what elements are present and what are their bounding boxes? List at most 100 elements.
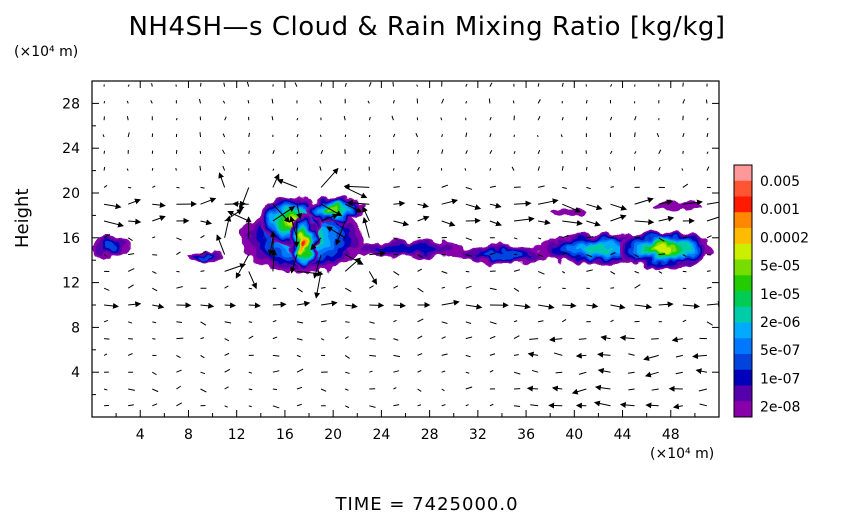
field-blob: [301, 239, 305, 248]
wind-vector: [561, 319, 567, 323]
colorbar-swatch: [734, 385, 752, 402]
wind-vector: [513, 253, 518, 256]
wind-vector: [658, 301, 674, 308]
wind-vector: [672, 403, 683, 410]
wind-vector: [610, 83, 613, 87]
wind-vector: [571, 388, 587, 395]
wind-vector: [175, 84, 177, 87]
wind-vector: [218, 172, 226, 188]
wind-vector: [321, 300, 338, 307]
wind-vector: [513, 200, 532, 207]
wind-vector: [610, 116, 613, 121]
wind-vector: [128, 186, 132, 189]
colorbar-swatch: [734, 165, 752, 182]
colorbar-frame: [733, 164, 753, 418]
wind-vector: [610, 303, 626, 310]
wind-vector: [362, 216, 370, 238]
wind-vector: [549, 336, 563, 343]
wind-vector: [289, 215, 298, 238]
wind-vector: [560, 134, 563, 138]
wind-vector: [127, 353, 133, 356]
wind-vector: [417, 404, 422, 407]
wind-vector: [706, 286, 712, 289]
x-tick-label: 16: [276, 427, 294, 443]
wind-vector: [634, 219, 655, 225]
wind-vector: [440, 117, 443, 121]
colorbar-swatch: [734, 291, 752, 308]
wind-vector: [417, 287, 424, 293]
wind-vector: [127, 132, 130, 138]
wind-vector: [344, 287, 352, 292]
wind-vector: [610, 270, 616, 275]
wind-vector: [489, 287, 497, 291]
wind-vector: [319, 166, 322, 171]
wind-vector: [489, 133, 492, 138]
wind-vector: [290, 254, 298, 274]
wind-vector: [538, 320, 544, 323]
wind-vector: [417, 388, 422, 392]
wind-vector: [267, 237, 274, 256]
wind-vector: [222, 165, 226, 171]
wind-vector: [682, 99, 686, 104]
wind-vector: [706, 133, 709, 138]
field-blob: [583, 245, 614, 253]
wind-vector: [441, 286, 446, 289]
wind-vector: [151, 167, 154, 171]
wind-vector: [224, 352, 230, 356]
wind-vector: [369, 302, 385, 309]
wind-vector: [152, 185, 156, 188]
wind-vector: [393, 285, 399, 289]
wind-vector: [415, 132, 419, 138]
wind-vector: [392, 133, 396, 138]
wind-vector: [537, 270, 545, 275]
wind-vector: [634, 132, 636, 138]
wind-vector: [227, 210, 249, 222]
wind-vector: [200, 337, 205, 340]
wind-vector: [585, 166, 588, 171]
wind-vector: [200, 186, 205, 189]
wind-vector: [393, 319, 397, 323]
wind-vector: [102, 134, 105, 138]
wind-vector: [562, 252, 567, 256]
wind-vector: [238, 187, 250, 212]
colorbar: 0.005 0.001 0.0002 5e-05 1e-05 2e-06 5e-07 1e-0…: [733, 164, 809, 418]
y-axis-unit: (×10⁴ m): [14, 44, 79, 60]
wind-vector: [441, 388, 445, 392]
wind-vector: [706, 301, 719, 307]
colorbar-label: 2e-08: [760, 400, 800, 416]
wind-vector: [417, 268, 423, 272]
wind-vector: [465, 186, 473, 190]
wind-vector: [320, 149, 324, 154]
wind-vector: [272, 388, 278, 391]
wind-vector: [681, 168, 684, 171]
wind-vector: [488, 98, 491, 104]
wind-vector: [176, 385, 181, 390]
wind-vector: [127, 237, 133, 242]
wind-vector: [634, 254, 639, 258]
wind-vector: [127, 284, 134, 289]
wind-vector: [537, 166, 540, 171]
wind-vector: [489, 369, 494, 373]
colorbar-swatch: [734, 338, 752, 355]
wind-vector: [296, 134, 299, 138]
wind-vector: [682, 199, 703, 206]
wind-vector: [538, 198, 559, 205]
wind-vector: [152, 303, 165, 310]
y-tick-label: 8: [71, 320, 80, 336]
colorbar-label: 1e-07: [760, 371, 800, 387]
wind-vector: [391, 115, 394, 121]
wind-vector: [326, 226, 346, 239]
wind-vector: [320, 388, 327, 392]
wind-vector: [248, 132, 250, 138]
wind-vector: [128, 253, 135, 256]
wind-vector: [224, 321, 232, 324]
x-tick-label: 48: [662, 427, 680, 443]
wind-vector: [224, 302, 237, 309]
wind-vector: [513, 216, 535, 223]
wind-vector: [319, 100, 322, 104]
wind-vector: [367, 100, 370, 104]
wind-vector: [103, 100, 106, 104]
wind-vector: [610, 236, 614, 239]
wind-vector: [393, 200, 406, 207]
field-blob: [102, 242, 118, 252]
